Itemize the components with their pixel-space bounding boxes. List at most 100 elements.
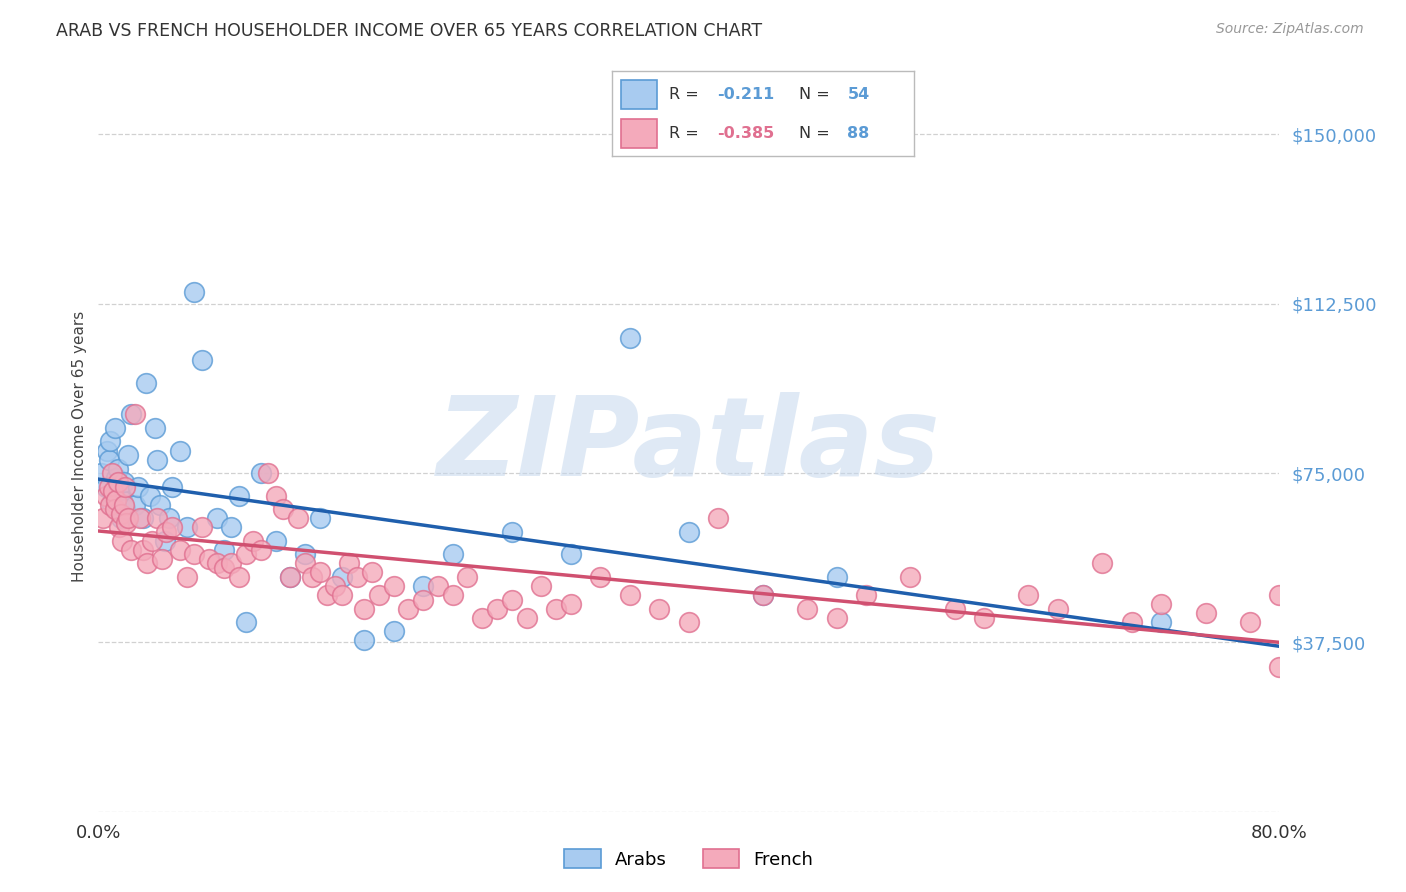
Text: -0.211: -0.211 xyxy=(717,87,775,102)
Point xyxy=(111,533,134,548)
Point xyxy=(751,588,773,602)
Point xyxy=(115,516,138,530)
Point xyxy=(1017,588,1039,602)
Point xyxy=(973,610,995,624)
Point xyxy=(111,493,134,508)
Point xyxy=(346,570,368,584)
Point xyxy=(105,493,128,508)
Point xyxy=(98,498,121,512)
Point xyxy=(219,520,242,534)
Text: 54: 54 xyxy=(848,87,870,102)
FancyBboxPatch shape xyxy=(620,119,657,147)
Point xyxy=(100,466,122,480)
Point xyxy=(212,542,235,557)
Point xyxy=(105,470,128,484)
Point xyxy=(412,579,434,593)
Point xyxy=(139,489,162,503)
Point xyxy=(294,557,316,571)
Point xyxy=(114,502,136,516)
Point xyxy=(219,557,242,571)
Point xyxy=(294,547,316,561)
Point xyxy=(264,533,287,548)
Point xyxy=(309,511,332,525)
Point xyxy=(149,498,172,512)
Point xyxy=(162,520,183,534)
Point xyxy=(751,588,773,602)
Point xyxy=(825,570,848,584)
Point xyxy=(110,507,132,521)
Text: 88: 88 xyxy=(848,126,870,141)
Point xyxy=(271,502,294,516)
Point xyxy=(103,489,125,503)
Point xyxy=(678,615,700,629)
Point xyxy=(162,480,183,494)
Point xyxy=(330,588,353,602)
Point xyxy=(112,475,135,489)
Point xyxy=(1195,606,1218,620)
Point xyxy=(103,484,125,499)
Point xyxy=(648,601,671,615)
Point xyxy=(560,597,582,611)
Point xyxy=(301,570,323,584)
Point xyxy=(1046,601,1069,615)
Point xyxy=(183,547,205,561)
Point xyxy=(114,480,136,494)
Point xyxy=(1150,615,1173,629)
Point xyxy=(110,511,132,525)
FancyBboxPatch shape xyxy=(620,80,657,109)
Point xyxy=(441,547,464,561)
Point xyxy=(117,511,139,525)
Point xyxy=(943,601,966,615)
Text: -0.385: -0.385 xyxy=(717,126,775,141)
Point xyxy=(242,533,264,548)
Point xyxy=(530,579,553,593)
Point xyxy=(104,421,127,435)
Point xyxy=(501,592,523,607)
Point xyxy=(825,610,848,624)
Text: ZIPatlas: ZIPatlas xyxy=(437,392,941,500)
Point xyxy=(796,601,818,615)
Point xyxy=(330,570,353,584)
Point xyxy=(589,570,612,584)
Point xyxy=(205,511,228,525)
Point xyxy=(264,489,287,503)
Point xyxy=(100,498,122,512)
Point xyxy=(94,489,117,503)
Point xyxy=(560,547,582,561)
Legend: Arabs, French: Arabs, French xyxy=(557,842,821,876)
Point xyxy=(97,452,120,467)
Point xyxy=(146,452,169,467)
Point xyxy=(198,552,221,566)
Point xyxy=(441,588,464,602)
Text: R =: R = xyxy=(669,87,704,102)
Point xyxy=(120,542,142,557)
Point xyxy=(235,547,257,561)
Point xyxy=(1150,597,1173,611)
Point xyxy=(250,542,273,557)
Point xyxy=(146,511,169,525)
Point xyxy=(132,511,155,525)
Point xyxy=(228,570,250,584)
Point xyxy=(278,570,302,584)
Point xyxy=(1091,557,1114,571)
Point xyxy=(353,633,375,648)
Point xyxy=(107,475,129,489)
Point xyxy=(323,579,346,593)
Point xyxy=(456,570,478,584)
Y-axis label: Householder Income Over 65 years: Householder Income Over 65 years xyxy=(72,310,87,582)
Point xyxy=(104,502,127,516)
Point xyxy=(136,557,159,571)
Point xyxy=(120,408,142,422)
Text: ARAB VS FRENCH HOUSEHOLDER INCOME OVER 65 YEARS CORRELATION CHART: ARAB VS FRENCH HOUSEHOLDER INCOME OVER 6… xyxy=(56,22,762,40)
Point xyxy=(707,511,730,525)
Point xyxy=(108,484,131,499)
Point xyxy=(278,570,302,584)
Point xyxy=(96,443,118,458)
Point xyxy=(412,592,434,607)
Point xyxy=(309,566,332,580)
Text: R =: R = xyxy=(669,126,704,141)
Point xyxy=(257,466,280,480)
Point xyxy=(1268,660,1291,674)
Point xyxy=(191,353,214,368)
Point xyxy=(143,421,166,435)
